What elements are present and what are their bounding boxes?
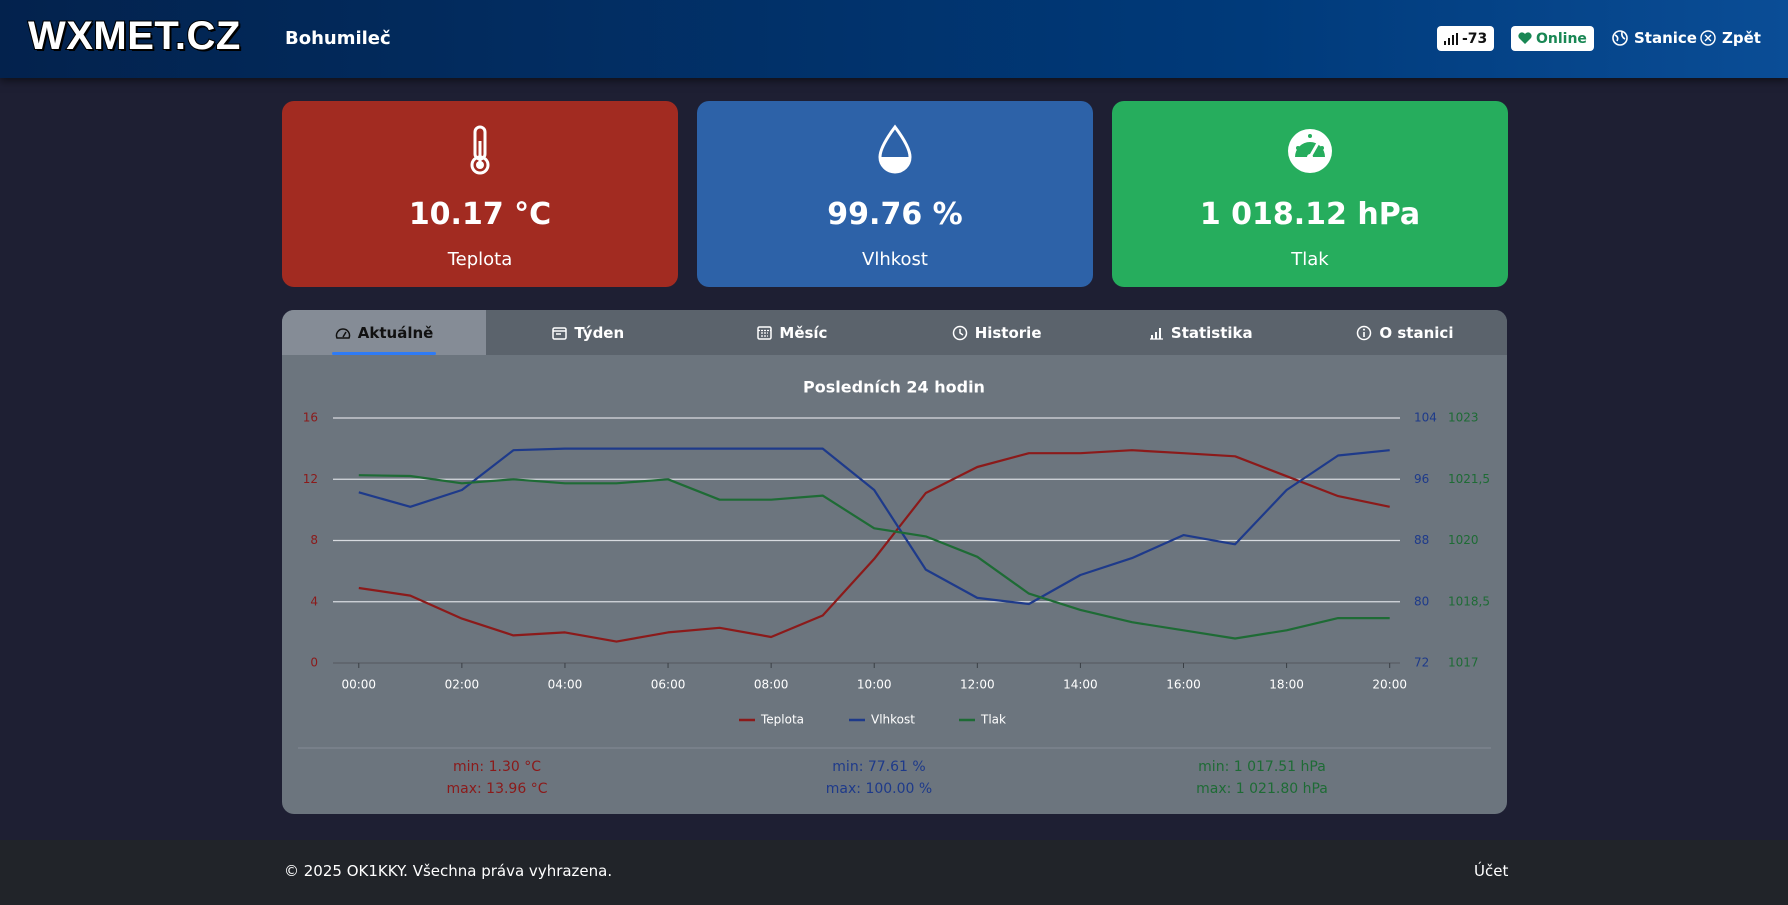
card-label: Tlak [1291,249,1329,270]
y3-tick-label: 1020 [1448,533,1479,547]
tab-icon [552,326,568,340]
status-badge: Online [1511,26,1594,51]
chart: Posledních 24 hodin 0 4 8 12 16 72 80 88 96 104 10… [298,378,1491,797]
station-name: Bohumileč [285,28,391,49]
tab[interactable]: Historie [895,310,1099,355]
tab[interactable]: O stanici [1303,310,1507,355]
nav-label[interactable]: Zpět [1722,29,1761,47]
globe-icon [1612,30,1628,46]
close-icon [1700,30,1716,46]
logo[interactable]: WXMET.CZ [27,13,241,59]
card-value: 99.76 % [827,197,963,232]
stat-max: max: 1 021.80 hPa [1196,781,1328,797]
tab-icon [757,325,773,340]
nav-back[interactable]: Zpět [1700,29,1761,47]
tab-label[interactable]: Historie [974,323,1042,342]
y2-tick-label: 72 [1414,656,1429,670]
chart-title: Posledních 24 hodin [803,378,985,397]
tab-icon [952,325,967,340]
copyright: © 2025 OK1KKY. Všechna práva vyhrazena. [284,862,613,880]
card-label: Teplota [447,249,513,270]
card-value: 10.17 °C [408,197,552,232]
tab[interactable]: Aktuálně [282,310,487,355]
x-tick-label: 18:00 [1269,678,1304,692]
tab[interactable]: Měsíc [690,310,894,355]
y2-tick-label: 104 [1414,411,1437,425]
nav-label[interactable]: Stanice [1634,29,1697,47]
tab[interactable]: Statistika [1099,310,1303,355]
temperature-card: 10.17 °C Teplota [282,101,678,287]
signal-value: -73 [1462,30,1488,47]
x-tick-label: 00:00 [341,678,376,692]
stat-max: max: 13.96 °C [447,781,548,797]
x-tick-label: 16:00 [1166,678,1201,692]
y2-tick-label: 80 [1414,594,1429,608]
drop-icon [878,124,912,174]
footer: © 2025 OK1KKY. Všechna práva vyhrazena. … [0,840,1788,905]
thermometer-icon [470,125,490,175]
signal-icon [1444,32,1458,45]
tab-label[interactable]: O stanici [1379,323,1454,342]
pressure-card: 1 018.12 hPa Tlak [1112,101,1508,287]
account-link[interactable]: Účet [1474,862,1509,880]
card-label: Vlhkost [862,249,928,270]
tab-bar: Aktuálně Týden Měsíc Historie Statistika… [282,310,1507,355]
y-tick-label: 0 [310,656,318,670]
legend-label: Vlhkost [871,713,915,727]
tab-label[interactable]: Týden [574,323,625,342]
tab-label[interactable]: Měsíc [779,323,828,342]
x-tick-label: 08:00 [754,678,789,692]
y-tick-label: 8 [310,533,318,547]
series-line [358,449,1390,643]
x-tick-label: 10:00 [857,678,892,692]
chart-panel: Aktuálně Týden Měsíc Historie Statistika… [282,310,1507,814]
stat-min: min: 77.61 % [832,759,925,775]
y-tick-label: 4 [310,594,318,608]
stat-min: min: 1.30 °C [453,759,541,775]
nav-stations[interactable]: Stanice [1612,29,1697,47]
stat-min: min: 1 017.51 hPa [1198,759,1326,775]
y-tick-label: 16 [303,411,318,425]
x-tick-label: 20:00 [1372,678,1407,692]
tab[interactable]: Týden [486,310,690,355]
x-tick-label: 04:00 [548,678,583,692]
legend-label: Tlak [980,713,1006,727]
x-tick-label: 14:00 [1063,678,1098,692]
y2-tick-label: 96 [1414,472,1429,486]
tab-icon [1149,327,1163,340]
tab-icon [335,327,351,339]
y3-tick-label: 1018,5 [1448,594,1490,608]
gauge-icon [1288,129,1332,173]
x-tick-label: 12:00 [960,678,995,692]
humidity-card: 99.76 % Vlhkost [697,101,1093,287]
y3-tick-label: 1021,5 [1448,472,1490,486]
header: WXMET.CZ Bohumileč -73 Online Stanice Zp… [0,0,1788,78]
tab-label[interactable]: Aktuálně [357,323,434,342]
tab-label[interactable]: Statistika [1170,323,1253,342]
signal-badge: -73 [1437,26,1495,51]
status-text: Online [1536,30,1587,47]
legend-label: Teplota [760,713,804,727]
y3-tick-label: 1023 [1448,411,1479,425]
status-icon [1518,32,1532,44]
series-line [358,447,1390,606]
x-tick-label: 06:00 [651,678,686,692]
stat-max: max: 100.00 % [826,781,932,797]
x-tick-label: 02:00 [445,678,480,692]
y-tick-label: 12 [303,472,318,486]
series-line [358,474,1390,640]
y3-tick-label: 1017 [1448,656,1479,670]
card-value: 1 018.12 hPa [1199,197,1421,232]
y2-tick-label: 88 [1414,533,1429,547]
tab-icon [1357,325,1372,340]
